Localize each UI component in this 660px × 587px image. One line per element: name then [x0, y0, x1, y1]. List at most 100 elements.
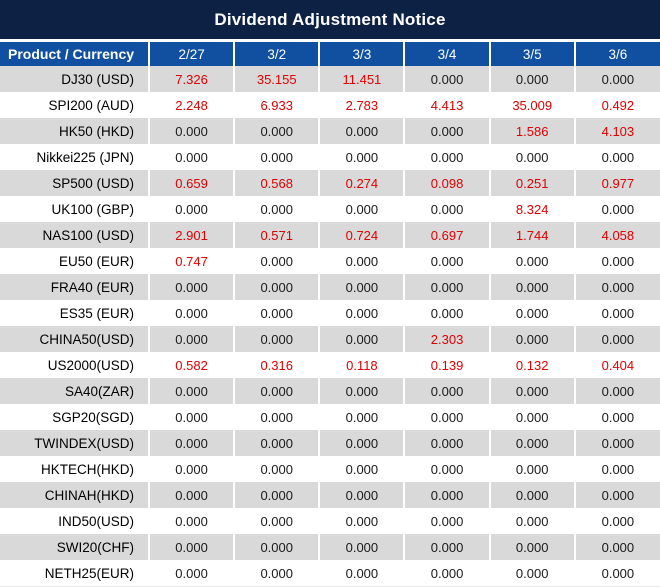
table-row: IND50(USD) 0.000 0.000 0.000 0.000 0.000 0.000: [0, 508, 660, 534]
dividend-value: 0.000: [318, 404, 405, 430]
dividend-value: 0.000: [233, 508, 320, 534]
product-name: HKTECH(HKD): [0, 456, 149, 482]
page-title: Dividend Adjustment Notice: [214, 9, 446, 29]
dividend-value: 0.000: [488, 482, 575, 508]
dividend-value: 0.000: [573, 196, 660, 222]
dividend-value: 0.000: [573, 404, 660, 430]
dividend-value: 0.000: [488, 66, 575, 92]
date-column-header: 3/6: [573, 42, 660, 66]
dividend-value: 0.000: [233, 560, 320, 586]
product-name: FRA40 (EUR): [0, 274, 149, 300]
dividend-value: 0.000: [318, 430, 405, 456]
dividend-value: 0.000: [403, 430, 490, 456]
dividend-value: 0.659: [147, 170, 235, 196]
dividend-value: 0.000: [573, 534, 660, 560]
product-name: ES35 (EUR): [0, 300, 149, 326]
product-name: IND50(USD): [0, 508, 149, 534]
table-row: HKTECH(HKD) 0.000 0.000 0.000 0.000 0.000 0.00…: [0, 456, 660, 482]
dividend-value: 0.000: [403, 248, 490, 274]
dividend-value: 2.901: [147, 222, 235, 248]
table-row: HK50 (HKD) 0.000 0.000 0.000 0.000 1.586 4.103: [0, 118, 660, 144]
table-row: US2000(USD) 0.582 0.316 0.118 0.139 0.132 0.40…: [0, 352, 660, 378]
dividend-value: 0.000: [488, 560, 575, 586]
dividend-value: 0.747: [147, 248, 235, 274]
dividend-value: 0.000: [318, 300, 405, 326]
dividend-value: 0.000: [488, 430, 575, 456]
dividend-value: 0.000: [147, 560, 235, 586]
dividend-value: 0.000: [573, 456, 660, 482]
table-body: DJ30 (USD) 7.326 35.155 11.451 0.000 0.000 0.0…: [0, 66, 660, 586]
dividend-value: 0.000: [233, 534, 320, 560]
dividend-value: 0.000: [318, 560, 405, 586]
dividend-value: 0.000: [403, 300, 490, 326]
table-row: DJ30 (USD) 7.326 35.155 11.451 0.000 0.000 0.0…: [0, 66, 660, 92]
date-column-header: 3/3: [318, 42, 405, 66]
dividend-value: 1.586: [488, 118, 575, 144]
dividend-value: 0.000: [147, 430, 235, 456]
dividend-value: 0.000: [573, 300, 660, 326]
dividend-value: 0.139: [403, 352, 490, 378]
dividend-value: 0.000: [403, 456, 490, 482]
dividend-value: 0.000: [488, 378, 575, 404]
dividend-value: 0.000: [573, 560, 660, 586]
product-name: CHINA50(USD): [0, 326, 149, 352]
dividend-value: 0.000: [573, 248, 660, 274]
dividend-value: 0.724: [318, 222, 405, 248]
date-column-header: 3/4: [403, 42, 490, 66]
dividend-value: 0.000: [233, 326, 320, 352]
dividend-value: 0.000: [318, 508, 405, 534]
dividend-value: 0.404: [573, 352, 660, 378]
dividend-value: 0.000: [488, 404, 575, 430]
dividend-value: 1.744: [488, 222, 575, 248]
dividend-value: 0.000: [573, 326, 660, 352]
dividend-value: 0.000: [403, 378, 490, 404]
dividend-value: 0.000: [318, 326, 405, 352]
dividend-value: 7.326: [147, 66, 235, 92]
product-name: NETH25(EUR): [0, 560, 149, 586]
dividend-value: 0.000: [147, 534, 235, 560]
dividend-value: 0.132: [488, 352, 575, 378]
dividend-value: 0.000: [488, 326, 575, 352]
dividend-value: 0.098: [403, 170, 490, 196]
product-name: US2000(USD): [0, 352, 149, 378]
table-row: ES35 (EUR) 0.000 0.000 0.000 0.000 0.000 0.000: [0, 300, 660, 326]
dividend-value: 0.000: [233, 430, 320, 456]
dividend-value: 0.000: [318, 534, 405, 560]
dividend-value: 0.000: [147, 118, 235, 144]
dividend-value: 0.000: [147, 378, 235, 404]
dividend-value: 0.000: [488, 300, 575, 326]
dividend-value: 0.000: [403, 118, 490, 144]
table-row: SWI20(CHF) 0.000 0.000 0.000 0.000 0.000 0.000: [0, 534, 660, 560]
product-name: NAS100 (USD): [0, 222, 149, 248]
dividend-value: 0.000: [488, 248, 575, 274]
table-row: UK100 (GBP) 0.000 0.000 0.000 0.000 8.324 0.00…: [0, 196, 660, 222]
dividend-value: 0.000: [403, 482, 490, 508]
dividend-value: 0.000: [233, 482, 320, 508]
dividend-value: 0.000: [233, 404, 320, 430]
dividend-value: 0.274: [318, 170, 405, 196]
dividend-value: 0.000: [488, 508, 575, 534]
dividend-value: 0.492: [573, 92, 660, 118]
dividend-value: 0.000: [233, 248, 320, 274]
dividend-value: 0.000: [403, 508, 490, 534]
dividend-value: 0.582: [147, 352, 235, 378]
dividend-value: 0.000: [403, 274, 490, 300]
dividend-value: 0.000: [573, 274, 660, 300]
product-name: CHINAH(HKD): [0, 482, 149, 508]
product-name: TWINDEX(USD): [0, 430, 149, 456]
dividend-value: 0.000: [147, 326, 235, 352]
dividend-value: 2.248: [147, 92, 235, 118]
product-name: SWI20(CHF): [0, 534, 149, 560]
dividend-value: 0.000: [233, 196, 320, 222]
dividend-value: 0.000: [403, 196, 490, 222]
dividend-value: 0.000: [488, 274, 575, 300]
dividend-value: 0.000: [488, 144, 575, 170]
dividend-value: 0.000: [318, 118, 405, 144]
table-row: NAS100 (USD) 2.901 0.571 0.724 0.697 1.744 4.0…: [0, 222, 660, 248]
dividend-value: 8.324: [488, 196, 575, 222]
table-row: SP500 (USD) 0.659 0.568 0.274 0.098 0.251 0.97…: [0, 170, 660, 196]
product-name: EU50 (EUR): [0, 248, 149, 274]
product-name: SGP20(SGD): [0, 404, 149, 430]
table-row: EU50 (EUR) 0.747 0.000 0.000 0.000 0.000 0.000: [0, 248, 660, 274]
dividend-value: 0.000: [233, 300, 320, 326]
